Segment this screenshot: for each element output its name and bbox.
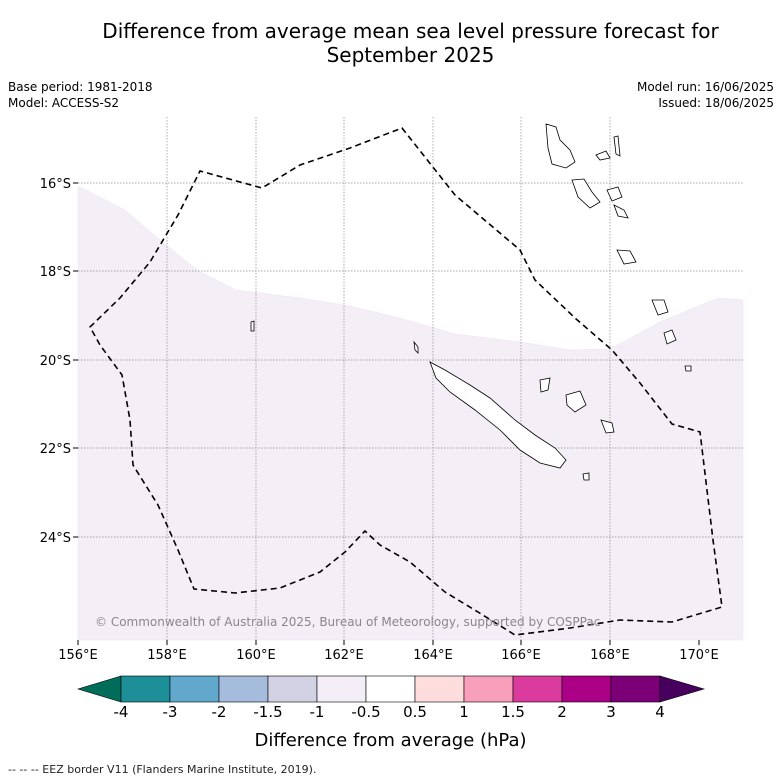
lon-tick-label: 156°E [58,648,98,663]
colorbar-tick-label: -1 [310,703,325,721]
lon-tick-label: 168°E [590,648,630,663]
colorbar-tick-label: -3 [163,703,178,721]
colorbar-segment [365,675,416,703]
reef-island [413,340,419,354]
vanuatu-island [651,299,669,316]
colorbar-segment [414,675,465,703]
colorbar-extend-low [76,675,122,703]
lat-tick-label: 16°S [40,177,71,192]
colorbar-tick-label: 1.5 [501,703,525,721]
title-line-2: September 2025 [326,43,495,67]
title-line-1: Difference from average mean sea level p… [102,19,719,43]
colorbar-segment [512,675,563,703]
loyalty-islands [539,377,551,393]
vanuatu-island [595,150,611,161]
colorbar-segment [561,675,612,703]
colorbar-segment [610,675,661,703]
vanuatu-island [545,123,576,169]
lon-ticks [77,640,700,645]
lon-tick-label: 166°E [501,648,541,663]
colorbar-tick-label: 4 [655,703,665,721]
colorbar-tick-label: -0.5 [351,703,380,721]
lat-tick-label: 22°S [40,442,71,457]
meta-left: Base period: 1981-2018 Model: ACCESS-S2 [8,79,153,111]
colorbar-tick-label: 2 [557,703,567,721]
loyalty-islands [600,419,615,434]
vanuatu-island [613,135,621,157]
new-caledonia-island [429,361,567,469]
copyright-text: © Commonwealth of Australia 2025, Bureau… [95,615,600,629]
issued-date: Issued: 18/06/2025 [658,96,774,110]
lat-tick-label: 24°S [40,531,71,546]
vanuatu-island [571,178,601,209]
colorbar-segment [169,675,220,703]
eez-border [89,127,723,636]
lon-tick-labels: 156°E 158°E 160°E 162°E 164°E 166°E 168°… [58,648,719,663]
model-name: Model: ACCESS-S2 [8,96,120,110]
colorbar: -4 -3 -2 -1.5 -1 -0.5 0.5 1 1.5 2 3 4 [76,675,706,721]
chart-title: Difference from average mean sea level p… [40,19,781,67]
meta-right: Model run: 16/06/2025 Issued: 18/06/2025 [637,79,774,111]
colorbar-tick-label: 1 [459,703,469,721]
lon-tick-label: 164°E [413,648,453,663]
footer-note: -- -- -- EEZ border V11 (Flanders Marine… [8,763,317,776]
colorbar-tick-label: 0.5 [403,703,427,721]
colorbar-segment [316,675,367,703]
vanuatu-island [663,329,677,345]
vanuatu-island [613,204,629,219]
vanuatu-island [616,249,637,265]
colorbar-tick-label: -4 [114,703,129,721]
isle-of-pines [582,472,590,481]
lat-ticks [73,182,78,538]
colorbar-tick-label: -2 [212,703,227,721]
colorbar-segment [218,675,269,703]
lon-tick-label: 160°E [236,648,276,663]
model-run: Model run: 16/06/2025 [636,80,774,94]
coastlines [250,123,692,481]
colorbar-tick-label: -1.5 [253,703,282,721]
lon-tick-label: 170°E [679,648,719,663]
lat-tick-label: 20°S [40,354,71,369]
reef-island [250,320,255,332]
lat-tick-labels: 16°S 18°S 20°S 22°S 24°S [40,177,71,546]
colorbar-segment [267,675,318,703]
lon-tick-label: 158°E [147,648,187,663]
loyalty-islands [565,390,587,413]
vanuatu-island [606,186,623,202]
lon-tick-label: 162°E [324,648,364,663]
lat-tick-label: 18°S [40,265,71,280]
colorbar-segment [120,675,171,703]
colorbar-segment [463,675,514,703]
graticule [78,117,743,640]
base-period: Base period: 1981-2018 [8,80,153,94]
colorbar-extend-high [659,675,706,703]
colorbar-tick-label: 3 [606,703,616,721]
anomaly-shaded-region [77,185,744,641]
vanuatu-island [684,365,692,372]
colorbar-label: Difference from average (hPa) [254,730,527,751]
